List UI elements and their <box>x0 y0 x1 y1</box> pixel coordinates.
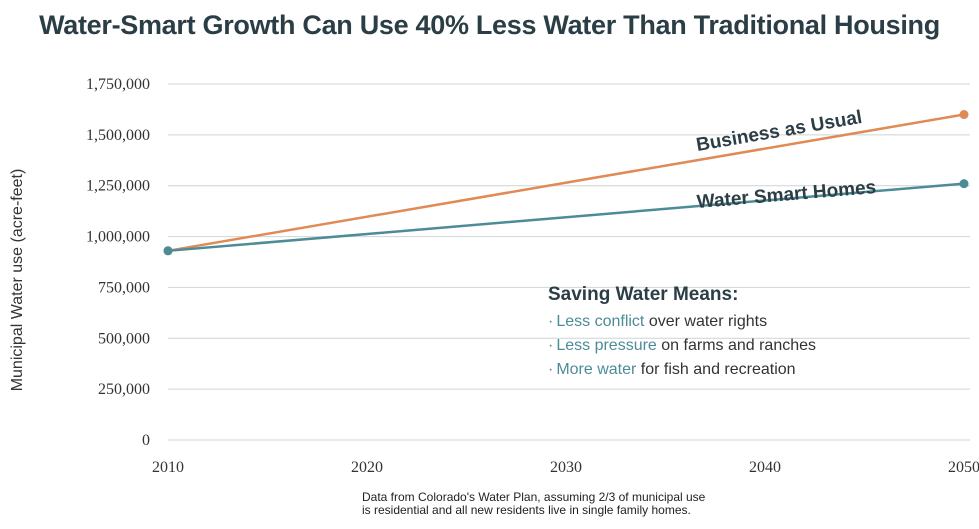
bullet-icon: · <box>548 313 554 330</box>
callout-highlight: Less conflict <box>556 313 645 330</box>
bullet-icon: · <box>548 337 554 354</box>
data-point <box>959 179 969 189</box>
data-point <box>959 110 969 120</box>
x-tick-label: 2010 <box>152 459 184 476</box>
y-tick-label: 500,000 <box>98 330 150 347</box>
data-point <box>163 246 173 256</box>
callout-item: · More water for fish and recreation <box>548 358 878 382</box>
x-tick-label: 2050 <box>948 459 979 476</box>
callout-item: · Less pressure on farms and ranches <box>548 334 878 358</box>
bullet-icon: · <box>548 361 554 378</box>
x-tick-label: 2020 <box>351 459 383 476</box>
savings-callout: Saving Water Means: · Less conflict over … <box>548 284 878 382</box>
series-label: Water Smart Homes <box>696 177 877 213</box>
chart-title: Water-Smart Growth Can Use 40% Less Wate… <box>39 10 940 40</box>
y-tick-label: 1,250,000 <box>86 178 150 195</box>
y-tick-label: 1,500,000 <box>86 127 150 144</box>
y-tick-label: 0 <box>142 432 150 449</box>
x-tick-label: 2040 <box>749 459 781 476</box>
callout-text: on farms and ranches <box>656 337 817 354</box>
callout-text: over water rights <box>644 313 768 330</box>
y-tick-label: 1,000,000 <box>86 229 150 246</box>
callout-highlight: Less pressure <box>556 337 657 354</box>
series-line <box>167 182 965 253</box>
callout-item: · Less conflict over water rights <box>548 310 878 334</box>
y-tick-label: 250,000 <box>98 381 150 398</box>
callout-text: for fish and recreation <box>636 361 796 378</box>
y-tick-label: 1,750,000 <box>86 76 150 93</box>
series-line <box>167 113 965 253</box>
callout-title: Saving Water Means: <box>548 284 739 305</box>
y-tick-label: 750,000 <box>98 279 150 296</box>
x-tick-label: 2030 <box>550 459 582 476</box>
source-note: Data from Colorado's Water Plan, assumin… <box>362 491 705 517</box>
callout-highlight: More water <box>556 361 637 378</box>
series-label: Business as Usual <box>695 107 864 156</box>
source-line: Data from Colorado's Water Plan, assumin… <box>362 490 706 504</box>
source-line: is residential and all new residents liv… <box>362 503 691 517</box>
